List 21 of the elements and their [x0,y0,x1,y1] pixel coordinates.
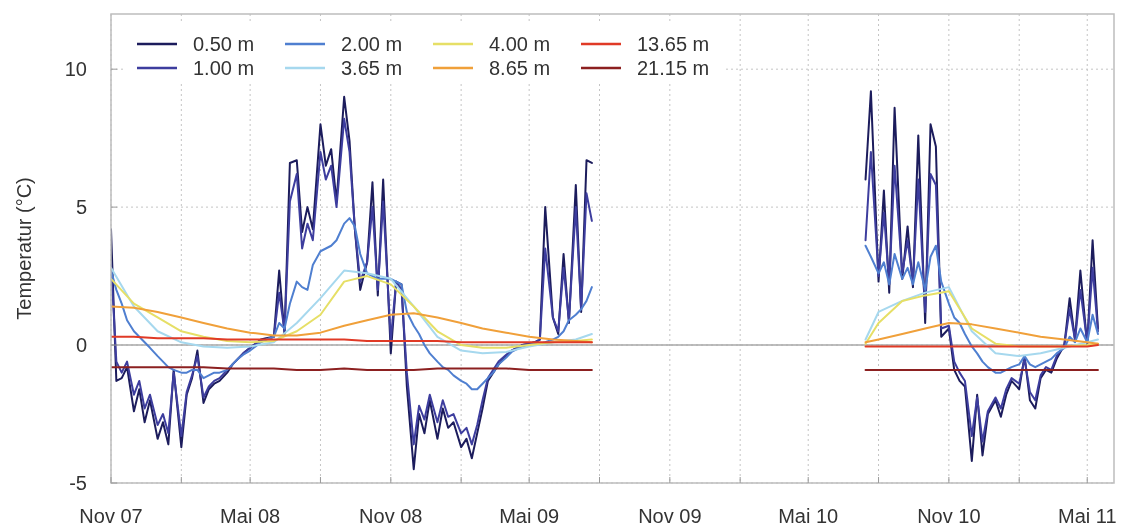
legend-label: 13.65 m [637,33,710,55]
y-tick-label: 10 [64,58,87,81]
x-tick-label: Nov 09 [638,505,702,527]
legend-label: 21.15 m [637,57,710,79]
x-tick-label: Mai 09 [499,505,560,527]
x-tick-label: Nov 08 [359,505,423,527]
x-tick-label: Nov 07 [79,505,143,527]
legend-label: 0.50 m [193,33,255,55]
legend-label: 1.00 m [193,57,255,79]
y-axis-title: Temperatur (°C) [13,177,35,320]
x-tick-label: Mai 10 [778,505,839,527]
legend-label: 2.00 m [341,33,403,55]
x-tick-label: Nov 10 [917,505,981,527]
y-tick-label: -5 [69,472,87,494]
legend-label: 3.65 m [341,57,403,79]
x-tick-label: Mai 08 [220,505,281,527]
y-tick-label: 5 [75,196,87,219]
x-tick-label: Mai 11 [1057,505,1117,527]
legend-label: 8.65 m [489,57,551,79]
legend-label: 4.00 m [489,33,551,55]
y-tick-label: 0 [75,334,87,357]
